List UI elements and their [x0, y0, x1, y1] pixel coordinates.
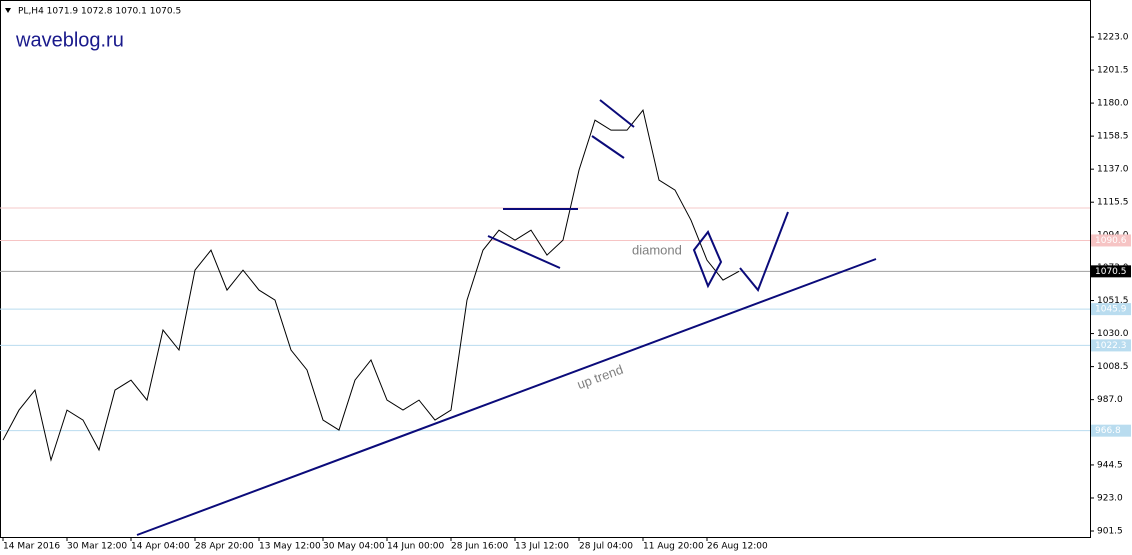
- annotation: diamond: [632, 242, 682, 257]
- x-tick-label: 13 Jul 12:00: [515, 542, 569, 552]
- menu-arrow: [5, 8, 11, 13]
- y-tick-label: 1115.5: [1097, 198, 1129, 208]
- price-line: [2, 109, 740, 462]
- x-tick-label: 14 Apr 04:00: [131, 542, 190, 552]
- trend-line: [136, 258, 877, 536]
- chart-title: PL,H4 1071.9 1072.8 1070.1 1070.5: [18, 7, 181, 17]
- y-tick-label: 1030.0: [1097, 329, 1129, 339]
- price-tag: [1091, 424, 1131, 437]
- price-tag-label: 1022.3: [1095, 341, 1127, 351]
- channel: [591, 99, 635, 159]
- y-tick-label: 944.5: [1097, 460, 1123, 470]
- watermark: waveblog.ru: [15, 29, 124, 51]
- x-tick-label: 28 Apr 20:00: [195, 542, 254, 552]
- x-tick-label: 30 May 04:00: [323, 542, 385, 552]
- y-tick-label: 987.0: [1097, 395, 1123, 405]
- price-tag: [1091, 339, 1131, 352]
- price-tag-label: 1070.5: [1095, 267, 1127, 277]
- y-tick-label: 1137.0: [1097, 165, 1129, 175]
- price-tag: [1091, 234, 1131, 247]
- y-tick-label: 1158.5: [1097, 132, 1129, 142]
- y-tick-label: 901.5: [1097, 527, 1123, 537]
- y-tick-label: 1008.5: [1097, 362, 1129, 372]
- x-tick-label: 11 Aug 20:00: [643, 542, 704, 552]
- drawings: [136, 99, 877, 536]
- price-tag-label: 1090.6: [1095, 236, 1127, 246]
- price-tag: [1091, 303, 1131, 316]
- y-tick-label: 1180.0: [1097, 99, 1129, 109]
- x-tick-label: 28 Jul 04:00: [579, 542, 633, 552]
- x-tick-label: 28 Jun 16:00: [451, 542, 508, 552]
- y-tick-label: 1201.5: [1097, 66, 1129, 76]
- y-tick-label: 1223.0: [1097, 33, 1129, 43]
- projection: [739, 211, 789, 292]
- y-tick-label: 923.0: [1097, 493, 1123, 503]
- price-tag: [1091, 265, 1131, 278]
- x-tick-label: 14 Jun 00:00: [387, 542, 444, 552]
- x-tick-label: 30 Mar 12:00: [67, 542, 127, 552]
- price-tag-label: 966.8: [1095, 426, 1121, 436]
- x-tick-label: 13 May 12:00: [259, 542, 321, 552]
- x-tick-label: 26 Aug 12:00: [707, 542, 768, 552]
- diamond: [692, 230, 723, 289]
- price-tag-label: 1045.9: [1095, 305, 1127, 315]
- flag: [487, 208, 578, 269]
- plot-frame: [0, 0, 1091, 538]
- x-tick-label: 14 Mar 2016: [3, 542, 60, 552]
- y-tick-label: 1051.5: [1097, 296, 1129, 306]
